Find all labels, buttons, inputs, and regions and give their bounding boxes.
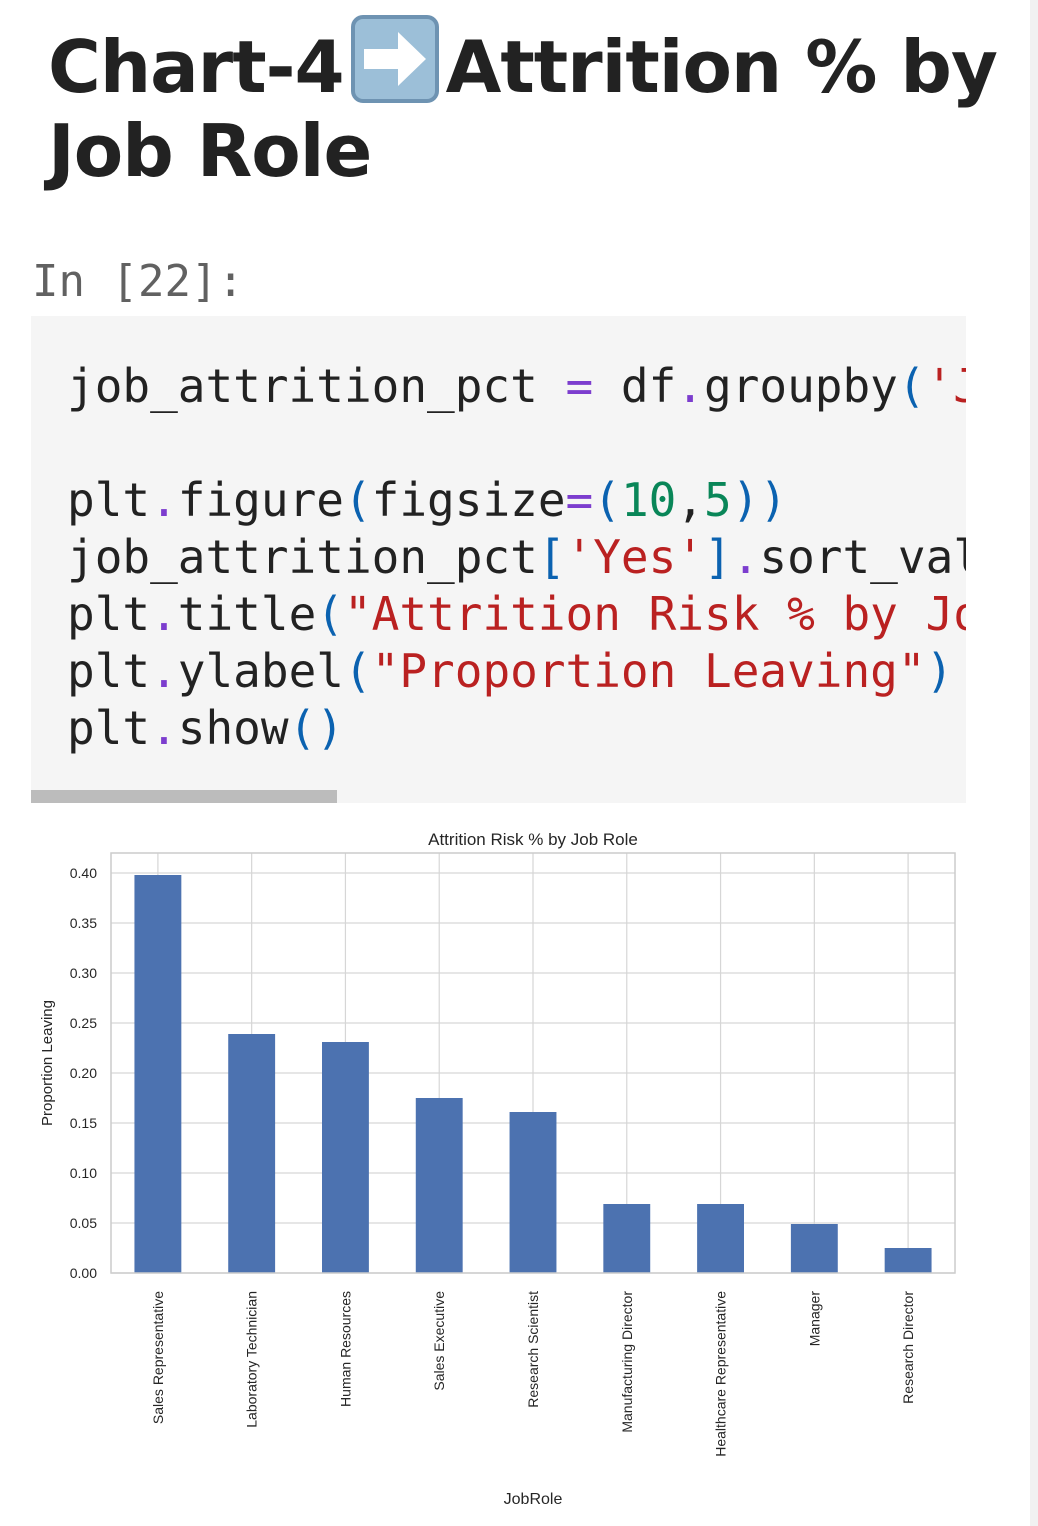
code-token: 10 [620,473,677,527]
code-token: . [150,587,178,641]
code-token: df [593,359,677,413]
chart-title: Attrition Risk % by Job Role [428,830,638,849]
code-line: plt.ylabel("Proportion Leaving") [67,643,966,700]
code-token: 5 [704,473,732,527]
x-tick-label: Manager [806,1291,822,1347]
code-cell[interactable]: job_attrition_pct = df.groupby('J​plt.fi… [31,316,966,803]
code-token: . [676,359,704,413]
code-token: )) [731,473,788,527]
x-axis-label: JobRole [504,1491,563,1508]
code-token: = [565,473,594,527]
heading-suffix: Attrition % by Job Role [48,25,998,193]
code-line: ​ [67,415,966,472]
code-token: ] [704,530,732,584]
bar-research-director [884,1248,932,1273]
y-tick-label: 0.05 [70,1215,97,1231]
code-token: sort_val [759,530,966,584]
y-tick-label: 0.10 [70,1165,97,1181]
bar-chart: 0.00 0.05 0.10 0.15 0.20 0.25 0.30 0.35 0.40 Sale… [39,830,956,1508]
y-tick-label: 0.30 [70,965,97,981]
code-token: "Attrition Risk % by Jo [343,587,966,641]
bars [134,875,932,1273]
code-token: plt [67,701,151,755]
x-tick-label: Research Director [900,1291,916,1404]
bar-sales-representative [134,875,182,1273]
markdown-heading: Chart-4 Attrition % by Job Role [48,14,1008,193]
code-token: = [565,359,594,413]
y-tick-label: 0.25 [70,1015,97,1031]
code-token: plt [67,644,151,698]
bar-laboratory-technician [228,1034,276,1273]
code-token: job_attrition_pct [67,530,538,584]
code-line: plt.show() [67,700,966,757]
code-token: ( [593,473,621,527]
code-token: ( [897,359,926,413]
x-tick-label: Healthcare Representative [713,1291,729,1457]
bar-healthcare-representative [697,1204,744,1273]
code-token: 'J [925,359,966,413]
heading-prefix: Chart-4 [48,25,345,109]
code-token: . [150,644,178,698]
bar-manufacturing-director [603,1204,651,1273]
tick-labels: 0.00 0.05 0.10 0.15 0.20 0.25 0.30 0.35 0.40 Sale… [70,865,916,1457]
bar-manager [790,1224,838,1273]
x-tick-label: Sales Executive [431,1291,447,1391]
code-line: job_attrition_pct['Yes'].sort_val [67,529,966,586]
code-token: ( [343,644,372,698]
y-tick-label: 0.35 [70,915,97,931]
code-token: , [676,473,705,527]
code-token: . [150,701,178,755]
right-arrow-emoji-icon [350,15,439,103]
page-scrollbar-track[interactable] [1030,0,1038,1526]
y-tick-label: 0.40 [70,865,97,881]
code-token: [ [537,530,566,584]
code-token: plt [67,587,151,641]
code-token: ylabel [177,644,344,698]
x-tick-label: Research Scientist [525,1291,541,1408]
x-tick-label: Sales Representative [150,1291,166,1424]
code-token: title [177,587,317,641]
y-axis-label: Proportion Leaving [39,1000,56,1126]
x-tick-label: Manufacturing Director [619,1291,635,1433]
code-token: figure [177,473,344,527]
code-token: ( [343,473,372,527]
code-token: . [731,530,760,584]
code-editor[interactable]: job_attrition_pct = df.groupby('J​plt.fi… [67,358,966,757]
code-token: show [177,701,289,755]
horizontal-scrollbar-thumb[interactable] [31,790,337,803]
x-tick-label: Laboratory Technician [244,1291,260,1428]
bar-sales-executive [415,1098,463,1273]
code-token: 'Yes' [565,530,704,584]
bar-human-resources [322,1042,369,1273]
code-line: job_attrition_pct = df.groupby('J [67,358,966,415]
code-token: ( [316,587,344,641]
y-tick-label: 0.15 [70,1115,97,1131]
code-token: () [288,701,344,755]
code-token: "Proportion Leaving" [371,644,926,698]
code-line: plt.title("Attrition Risk % by Jo [67,586,966,643]
y-tick-label: 0.20 [70,1065,97,1081]
x-tick-label: Human Resources [337,1291,353,1407]
cell-prompt: In [22]: [32,256,244,307]
y-tick-label: 0.00 [70,1265,97,1281]
bar-research-scientist [509,1112,557,1273]
code-token: plt [67,473,151,527]
code-token: ) [925,644,954,698]
code-token: job_attrition_pct [67,359,566,413]
axes-frame [110,852,956,1274]
code-line: plt.figure(figsize=(10,5)) [67,472,966,529]
code-token: groupby [704,359,898,413]
code-token: figsize [371,473,566,527]
code-token: . [150,473,178,527]
